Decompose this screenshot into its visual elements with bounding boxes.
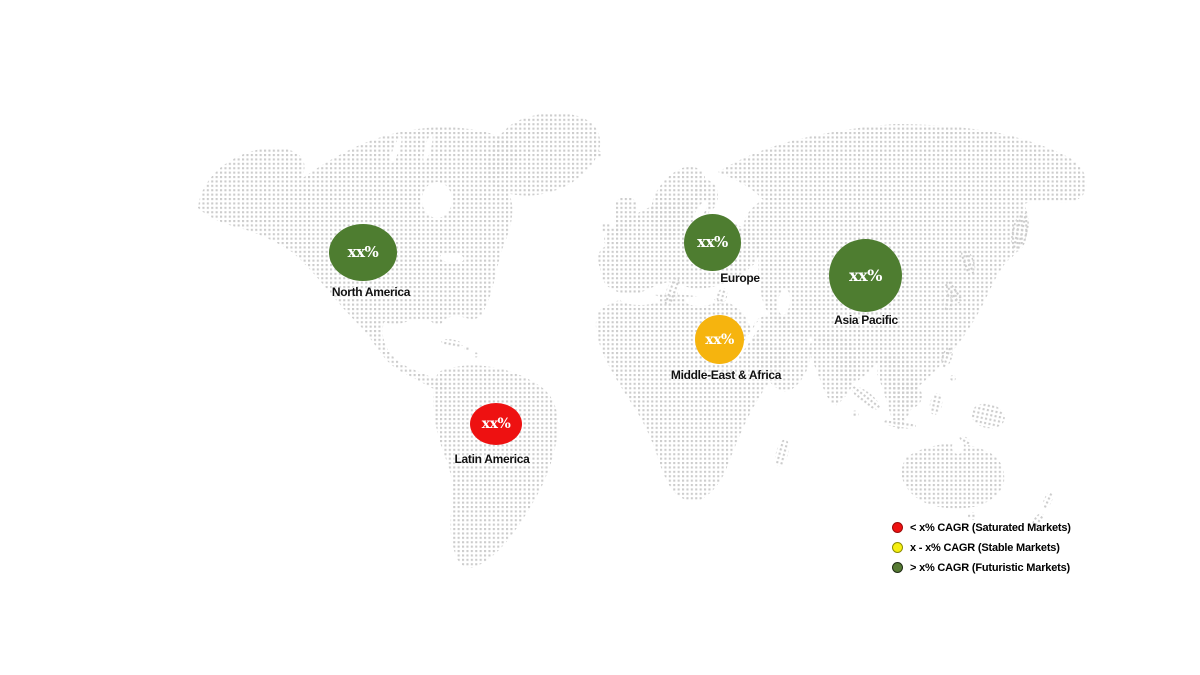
bubble-value-north-america: xx% <box>347 243 379 261</box>
legend-item-saturated: < x% CAGR (Saturated Markets) <box>892 521 1071 534</box>
south-america-landmass <box>433 365 559 568</box>
greenland-landmass <box>486 113 601 196</box>
asia-landmass <box>718 124 1087 398</box>
india-landmass <box>809 333 859 406</box>
sea-cutouts <box>390 134 964 454</box>
uk-landmass <box>614 196 637 236</box>
legend-item-stable: x - x% CAGR (Stable Markets) <box>892 541 1071 554</box>
bubble-middle-east-africa: xx% <box>695 315 744 364</box>
region-label-asia-pacific: Asia Pacific <box>834 313 898 327</box>
continents <box>198 113 1087 568</box>
australia-landmass <box>901 443 1005 509</box>
bubble-value-asia-pacific: xx% <box>849 265 882 285</box>
bubble-value-middle-east-africa: xx% <box>705 331 734 348</box>
legend-dot-yellow-icon <box>892 542 903 553</box>
legend-label-stable: x - x% CAGR (Stable Markets) <box>910 541 1060 554</box>
legend-dot-green-icon <box>892 562 903 573</box>
legend-label-saturated: < x% CAGR (Saturated Markets) <box>910 521 1071 534</box>
bubble-value-latin-america: xx% <box>481 416 511 432</box>
legend-label-futuristic: > x% CAGR (Futuristic Markets) <box>910 561 1070 574</box>
bubble-asia-pacific: xx% <box>829 239 902 312</box>
cagr-legend: < x% CAGR (Saturated Markets) x - x% CAG… <box>892 522 1071 582</box>
legend-item-futuristic: > x% CAGR (Futuristic Markets) <box>892 561 1071 574</box>
region-label-middle-east-africa: Middle-East & Africa <box>670 368 782 382</box>
bubble-europe: xx% <box>684 214 741 271</box>
region-label-north-america: North America <box>331 285 411 299</box>
legend-dot-red-icon <box>892 522 903 533</box>
bubble-value-europe: xx% <box>697 233 728 251</box>
scandinavia-landmass <box>651 166 706 240</box>
region-label-europe: Europe <box>720 271 760 285</box>
bubble-latin-america: xx% <box>470 403 522 445</box>
region-label-latin-america: Latin America <box>454 452 530 466</box>
bubble-north-america: xx% <box>329 224 397 281</box>
